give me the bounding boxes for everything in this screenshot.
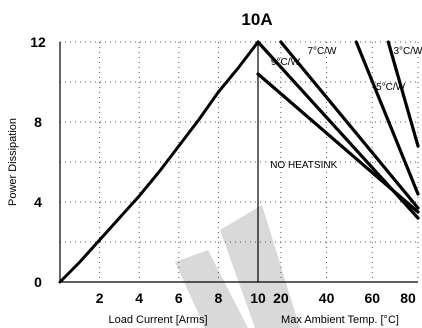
x-tick-label: 40	[319, 290, 335, 306]
series-annotation: 7°C/W	[308, 46, 338, 57]
x-axis-label-load: Load Current [Arms]	[108, 314, 207, 326]
series-annotation: NO HEATSINK	[270, 160, 337, 171]
x-tick-labels-ambient: 20 40 60 80	[273, 290, 416, 306]
x-tick-labels-load: 2 4 6 8 10	[96, 290, 266, 306]
y-axis-label: Power Dissipation	[7, 118, 19, 206]
y-tick-label: 8	[34, 114, 42, 130]
x-tick-label: 20	[273, 290, 289, 306]
heatsink-line	[386, 40, 420, 148]
x-tick-label: 80	[400, 290, 416, 306]
background-watermark	[175, 205, 300, 328]
x-tick-label: 8	[215, 290, 223, 306]
x-tick-label: 2	[96, 290, 104, 306]
y-tick-labels: 0 4 8 12	[30, 34, 46, 290]
x-tick-label: 60	[364, 290, 380, 306]
y-tick-label: 0	[34, 274, 42, 290]
x-tick-label: 4	[135, 290, 143, 306]
heatsink-line	[256, 40, 420, 220]
series-annotation: 3°C/W	[394, 46, 422, 57]
y-tick-label: 4	[34, 194, 42, 210]
heatsink-line	[279, 40, 420, 210]
load-dissipation-curve	[58, 40, 260, 284]
heatsink-line	[354, 40, 420, 196]
x-tick-label: 6	[175, 290, 183, 306]
x-axis-label-ambient: Max Ambient Temp. [°C]	[281, 314, 399, 326]
annotations: 9°C/W 7°C/W 3°C/W 5°C/W NO HEATSINK	[270, 46, 422, 171]
series-annotation: 5°C/W	[376, 82, 406, 93]
chart-title: 10A	[241, 10, 272, 29]
y-tick-label: 12	[30, 34, 46, 50]
x-tick-label: 10	[250, 290, 266, 306]
series	[58, 40, 420, 284]
series-annotation: 9°C/W	[271, 57, 301, 68]
